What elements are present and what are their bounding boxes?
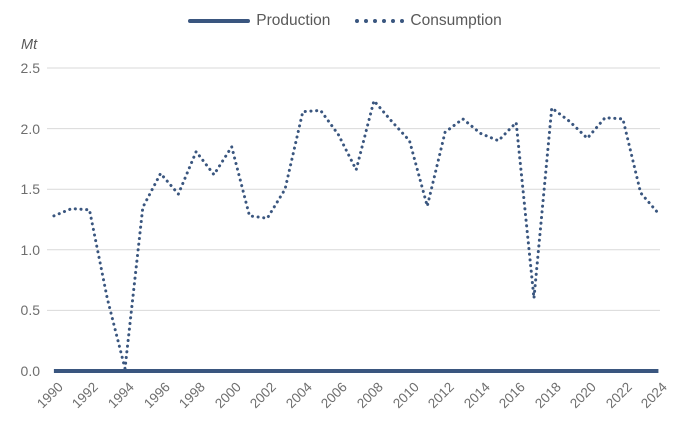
- consumption-dotted-line-swatch-icon: [355, 18, 405, 23]
- production-solid-line-swatch-icon: [188, 18, 251, 23]
- y-tick-label: 0.0: [20, 363, 40, 379]
- y-tick-label: 2.0: [20, 120, 40, 137]
- y-tick-label: 1.5: [20, 181, 40, 198]
- consumption-series-line: [52, 99, 660, 371]
- y-tick-label: 2.5: [20, 60, 40, 76]
- legend: Production Consumption: [0, 13, 690, 29]
- legend-item-production: Production: [188, 13, 330, 29]
- y-tick-label: 0.5: [20, 302, 40, 319]
- y-tick-label: 1.0: [20, 241, 40, 258]
- legend-label-production: Production: [256, 12, 331, 29]
- legend-label-consumption: Consumption: [410, 12, 502, 29]
- y-axis-unit-label: Mt: [21, 37, 38, 53]
- legend-item-consumption: Consumption: [355, 12, 502, 29]
